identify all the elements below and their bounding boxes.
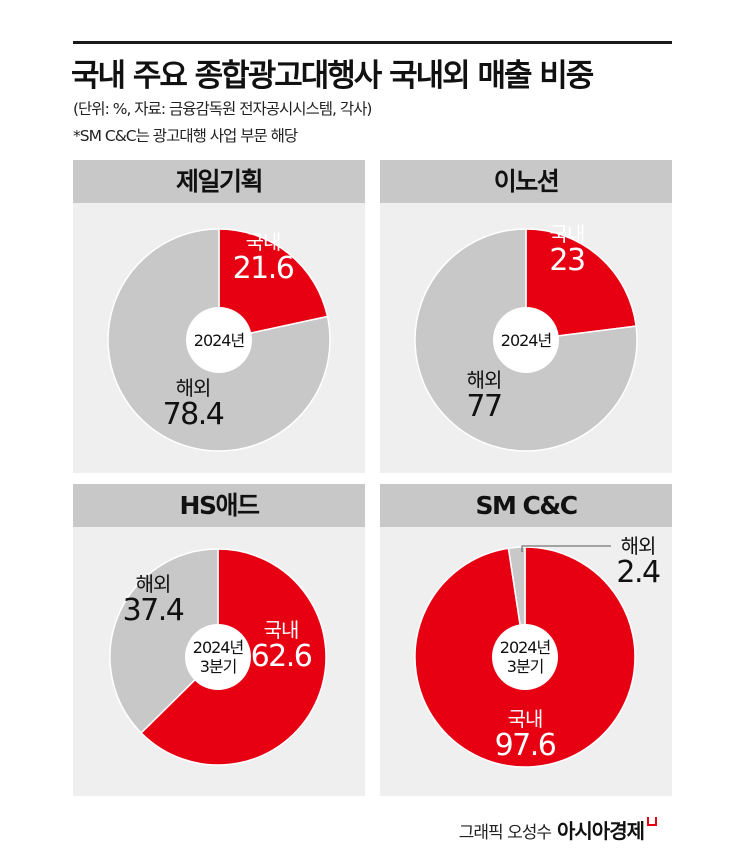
donut-hole: [186, 307, 252, 373]
period-label: 2024년: [500, 331, 552, 350]
leader-line: [521, 545, 611, 552]
domestic-slice: [218, 228, 329, 341]
footer-credit: 그래픽 오성수 아시아경제: [459, 815, 657, 844]
donut-hole: [493, 307, 559, 373]
domestic-label: 국내 97.6: [494, 707, 557, 763]
overseas-label: 해외 77: [466, 368, 503, 424]
donut-chart: [414, 228, 638, 452]
overseas-label: 해외 2.4: [616, 534, 661, 590]
donut-chart: [109, 548, 327, 766]
donut-chart: [414, 545, 636, 768]
overseas-label: 해외 78.4: [162, 376, 225, 432]
panel-hsad: HS애드 해외 37.4 국내 62.6 2024년 3분기: [73, 484, 365, 796]
domestic-label: 국내 62.6: [250, 618, 313, 674]
overseas-label: 해외 37.4: [122, 572, 185, 628]
panel-title: SM C&C: [380, 484, 672, 527]
period-label: 2024년 3분기: [192, 638, 244, 676]
brand-logo: 아시아경제: [557, 819, 645, 843]
donut-hole: [492, 624, 558, 690]
domestic-slice: [525, 228, 637, 341]
overseas-slice: [109, 548, 219, 734]
period-label: 2024년 3분기: [499, 638, 551, 676]
title-rule: [73, 41, 672, 44]
panel-title: 제일기획: [73, 160, 365, 203]
panel-cheil: 제일기획 국내 21.6 해외 78.4 2024년: [73, 160, 365, 473]
domestic-label: 국내 21.6: [232, 230, 295, 286]
panel-title: 이노션: [380, 160, 672, 203]
footnote: *SM C&C는 광고대행 사업 부문 해당: [73, 127, 298, 145]
graphic-credit: 그래픽 오성수: [458, 823, 552, 843]
brand-mark-icon: [647, 817, 657, 826]
donut-chart: [107, 228, 331, 452]
period-label: 2024년: [193, 331, 245, 350]
donut-hole: [185, 624, 251, 690]
domestic-label: 국내 23: [549, 222, 586, 278]
panel-smcnc: SM C&C 해외 2.4 국내 97.6 2024년 3분기: [380, 484, 672, 796]
panel-title: HS애드: [73, 484, 365, 527]
chart-title: 국내 주요 종합광고대행사 국내외 매출 비중: [71, 58, 594, 94]
unit-source-note: (단위: %, 자료: 금융감독원 전자공시시스템, 각사): [73, 100, 372, 118]
panel-innocean: 이노션 국내 23 해외 77 2024년: [380, 160, 672, 473]
